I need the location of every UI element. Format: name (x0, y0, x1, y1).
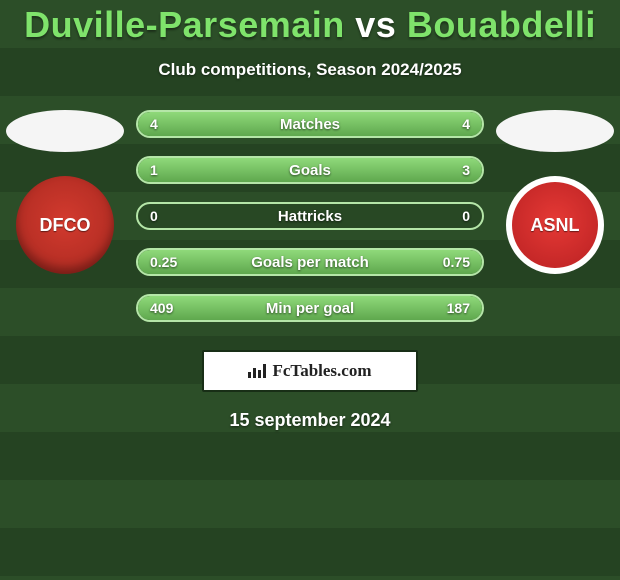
stat-value-right: 187 (402, 300, 482, 316)
stat-label: Goals (218, 162, 402, 179)
stat-value-left: 409 (138, 300, 218, 316)
stat-value-left: 0 (138, 208, 218, 224)
stat-label: Goals per match (218, 254, 402, 271)
attribution-box: FcTables.com (202, 350, 418, 392)
right-side: ASNL (496, 110, 614, 274)
stat-value-left: 1 (138, 162, 218, 178)
stat-value-right: 0 (402, 208, 482, 224)
stat-value-left: 0.25 (138, 254, 218, 270)
stat-bar: 1Goals3 (136, 156, 484, 184)
infographic-root: Duville-Parsemain vs Bouabdelli Club com… (0, 0, 620, 431)
stat-bars: 4Matches4 1Goals3 0Hattricks0 0.25Goals per… (136, 110, 484, 322)
stat-value-right: 4 (402, 116, 482, 132)
comparison-title: Duville-Parsemain vs Bouabdelli (0, 4, 620, 46)
player2-name: Bouabdelli (407, 4, 596, 45)
left-side: DFCO (6, 110, 124, 274)
stat-value-left: 4 (138, 116, 218, 132)
stat-value-right: 3 (402, 162, 482, 178)
player2-photo-placeholder (496, 110, 614, 152)
stat-bar: 0.25Goals per match0.75 (136, 248, 484, 276)
stat-bar: 0Hattricks0 (136, 202, 484, 230)
player1-name: Duville-Parsemain (24, 4, 345, 45)
attribution-text: FcTables.com (272, 361, 371, 381)
club2-badge: ASNL (506, 176, 604, 274)
bar-chart-icon (248, 364, 266, 378)
stat-value-right: 0.75 (402, 254, 482, 270)
stat-label: Hattricks (218, 208, 402, 225)
stat-bar: 409Min per goal187 (136, 294, 484, 322)
stat-label: Min per goal (218, 300, 402, 317)
club2-label: ASNL (531, 215, 580, 236)
stat-label: Matches (218, 116, 402, 133)
player1-photo-placeholder (6, 110, 124, 152)
club1-badge: DFCO (16, 176, 114, 274)
season-subtitle: Club competitions, Season 2024/2025 (0, 60, 620, 80)
stat-bar: 4Matches4 (136, 110, 484, 138)
date-text: 15 september 2024 (0, 410, 620, 431)
club1-label: DFCO (40, 215, 91, 236)
vs-text: vs (355, 4, 396, 45)
main-row: DFCO 4Matches41Goals30Hattricks00.25Goal… (0, 110, 620, 322)
